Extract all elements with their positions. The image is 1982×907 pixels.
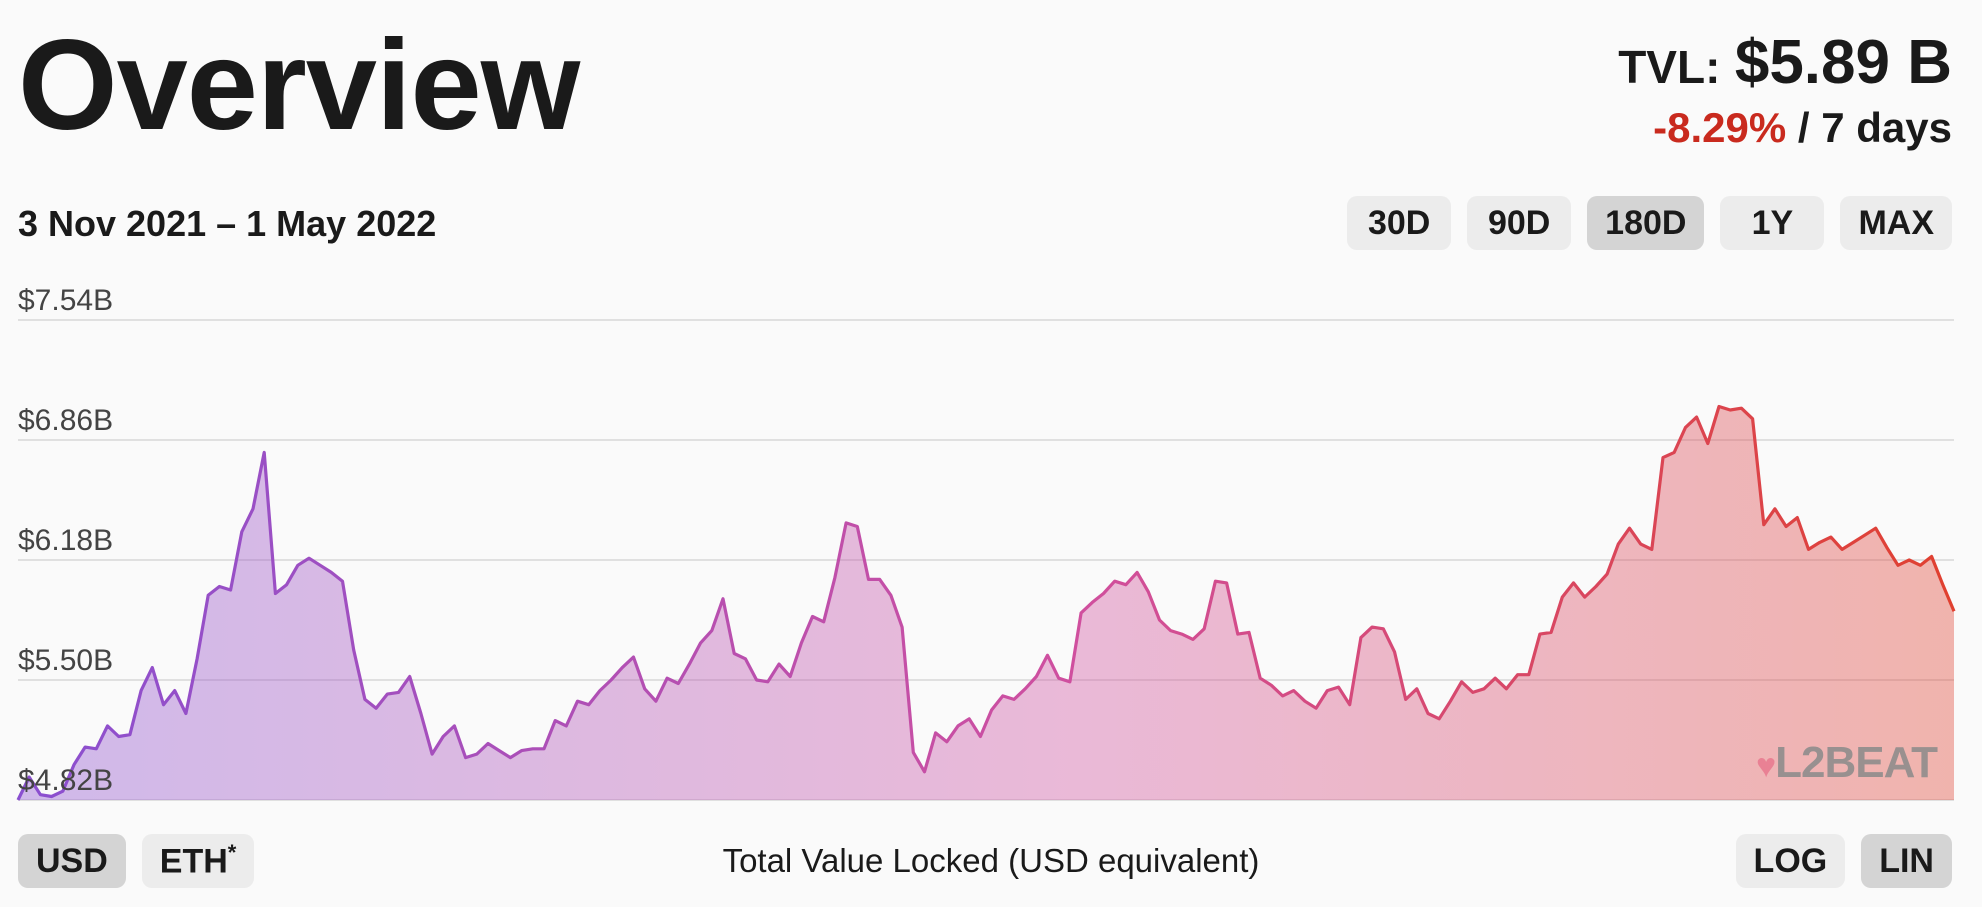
tvl-line: TVL: $5.89 B	[1618, 32, 1952, 94]
heart-icon: ♥	[1755, 747, 1776, 785]
chart-caption: Total Value Locked (USD equivalent)	[722, 842, 1260, 879]
date-range: 3 Nov 2021 – 1 May 2022	[18, 203, 437, 244]
range-button-90d[interactable]: 90D	[1467, 196, 1572, 250]
tvl-change-period: / 7 days	[1797, 104, 1952, 151]
l2beat-logo: ♥L2BEAT	[1755, 738, 1938, 788]
y-tick-label: $4.82B	[18, 764, 113, 797]
currency-button-usd[interactable]: USD	[18, 834, 126, 888]
tvl-chart: $4.82B $5.50B $6.18B $6.86B $7.54B	[0, 270, 1982, 830]
page-title: Overview	[18, 14, 580, 157]
y-tick-label: $7.54B	[18, 284, 113, 317]
tvl-series-line	[16, 404, 1956, 801]
range-button-max[interactable]: MAX	[1840, 196, 1952, 250]
tvl-area	[18, 406, 1954, 800]
scale-button-log[interactable]: LOG	[1735, 834, 1846, 888]
range-button-180d[interactable]: 180D	[1587, 196, 1705, 250]
scale-button-lin[interactable]: LIN	[1861, 834, 1952, 888]
currency-eth-label: ETH	[159, 842, 228, 881]
currency-eth-note: *	[227, 840, 237, 866]
y-tick-label: $5.50B	[18, 644, 113, 677]
currency-selector: USD ETH*	[18, 834, 255, 888]
y-tick-label: $6.86B	[18, 404, 113, 437]
range-button-30d[interactable]: 30D	[1347, 196, 1452, 250]
currency-button-eth[interactable]: ETH*	[141, 834, 255, 888]
logo-text: L2BEAT	[1775, 738, 1938, 787]
scale-selector: LOG LIN	[1735, 834, 1952, 888]
range-selector: 30D 90D 180D 1Y MAX	[1347, 196, 1952, 250]
tvl-value: $5.89 B	[1734, 28, 1952, 97]
y-axis-ticks: $4.82B $5.50B $6.18B $6.86B $7.54B	[18, 284, 113, 797]
tvl-label: TVL:	[1618, 41, 1721, 93]
tvl-change-percent: -8.29%	[1653, 104, 1787, 151]
tvl-chart-svg: $4.82B $5.50B $6.18B $6.86B $7.54B	[16, 284, 1956, 801]
y-tick-label: $6.18B	[18, 524, 113, 557]
range-button-1y[interactable]: 1Y	[1720, 196, 1825, 250]
tvl-change: -8.29% / 7 days	[1618, 104, 1952, 152]
tvl-summary: TVL: $5.89 B -8.29% / 7 days	[1618, 32, 1952, 152]
